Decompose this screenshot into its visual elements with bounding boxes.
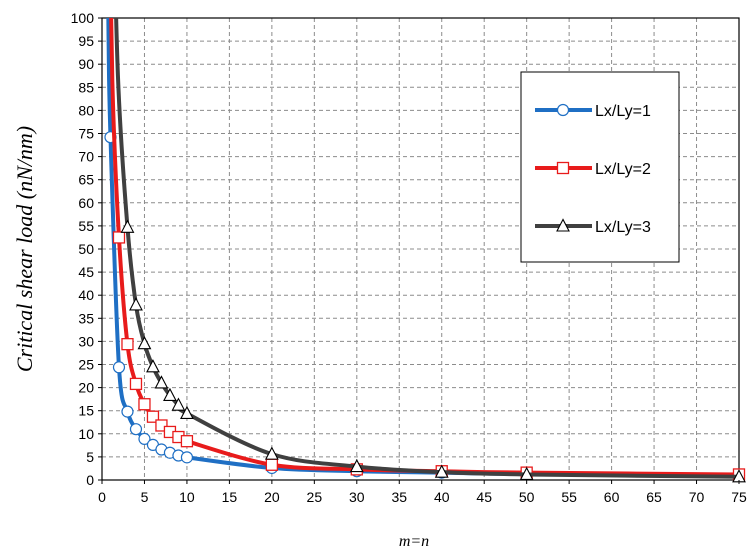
y-tick-label: 10 [78, 426, 94, 442]
legend-item: Lx/Ly=1 [535, 103, 651, 120]
y-tick-label: 20 [78, 380, 94, 396]
y-axis-label: Critical shear load (nN/nm) [12, 126, 37, 372]
y-tick-label: 50 [78, 241, 94, 257]
square-marker [556, 161, 570, 175]
x-tick-label: 50 [519, 489, 535, 505]
x-tick-label: 40 [434, 489, 450, 505]
legend-item: Lx/Ly=2 [535, 161, 651, 178]
triangle-marker [146, 359, 160, 373]
circle-marker [180, 451, 194, 464]
x-tick-label: 75 [731, 489, 747, 505]
triangle-marker [163, 387, 177, 402]
legend: Lx/Ly=1 Lx/Ly=2 Lx/Ly=3 [520, 71, 680, 263]
x-tick-label: 45 [476, 489, 492, 505]
y-tick-label: 65 [78, 172, 94, 188]
y-tick-label: 35 [78, 310, 94, 326]
legend-item: Lx/Ly=3 [535, 218, 651, 236]
triangle-marker [171, 397, 186, 411]
y-tick-label: 100 [71, 10, 95, 26]
x-axis-label: m=n [399, 533, 429, 550]
x-tick-label: 70 [689, 489, 705, 505]
legend-label: Lx/Ly=3 [595, 219, 651, 236]
series-3 [114, 18, 746, 483]
triangle-marker [519, 466, 534, 481]
x-tick-label: 15 [222, 489, 238, 505]
y-tick-label: 25 [78, 357, 94, 373]
y-tick-label: 55 [78, 218, 94, 234]
triangle-marker [137, 336, 152, 350]
y-tick-label: 70 [78, 149, 94, 165]
square-marker [155, 419, 168, 432]
x-tick-label: 35 [391, 489, 407, 505]
triangle-marker [180, 405, 194, 420]
y-tick-label: 45 [78, 264, 94, 280]
triangle-marker [129, 297, 143, 311]
triangle-marker [556, 218, 570, 232]
y-tick-label: 15 [78, 403, 94, 419]
circle-marker [129, 423, 143, 436]
y-tick-label: 0 [86, 472, 94, 488]
x-tick-label: 10 [179, 489, 195, 505]
y-tick-label: 30 [78, 333, 94, 349]
y-tick-label: 75 [78, 126, 94, 142]
square-marker [265, 458, 279, 471]
square-marker [138, 398, 151, 411]
x-tick-label: 60 [604, 489, 620, 505]
x-tick-label: 20 [264, 489, 280, 505]
y-tick-label: 85 [78, 79, 94, 95]
triangle-marker [154, 375, 169, 389]
y-tick-label: 95 [78, 33, 94, 49]
y-tick-label: 40 [78, 287, 94, 303]
square-marker [129, 377, 143, 391]
x-tick-label: 0 [98, 489, 106, 505]
series-layer [104, 18, 746, 483]
x-tick-label: 55 [561, 489, 577, 505]
circle-marker [138, 432, 151, 445]
triangle-marker [264, 446, 279, 460]
x-tick-label: 65 [646, 489, 662, 505]
circle-marker [121, 405, 134, 418]
y-tick-label: 90 [78, 56, 94, 72]
circle-marker [112, 361, 126, 374]
x-tick-label: 30 [349, 489, 365, 505]
y-tick-label: 60 [78, 195, 94, 211]
square-marker [180, 435, 194, 448]
x-tick-label: 5 [141, 489, 149, 505]
circle-marker [556, 103, 570, 117]
legend-label: Lx/Ly=1 [595, 103, 651, 120]
x-tick-label: 25 [307, 489, 323, 505]
triangle-marker [434, 464, 449, 478]
square-marker [112, 231, 126, 244]
y-tick-label: 80 [78, 102, 94, 118]
x-axis-ticks: 0 5 10 15 20 25 30 35 40 45 50 55 60 65 70 75 [98, 480, 747, 505]
square-marker [146, 410, 160, 423]
triangle-marker [349, 458, 364, 473]
square-marker [121, 338, 134, 351]
legend-label: Lx/Ly=2 [595, 161, 651, 178]
triangle-marker [120, 219, 135, 233]
y-tick-label: 5 [86, 449, 94, 465]
y-axis-ticks: 0 5 10 15 20 25 30 35 40 45 50 55 60 65 70 75 80 85 90 95 10… [71, 10, 102, 488]
